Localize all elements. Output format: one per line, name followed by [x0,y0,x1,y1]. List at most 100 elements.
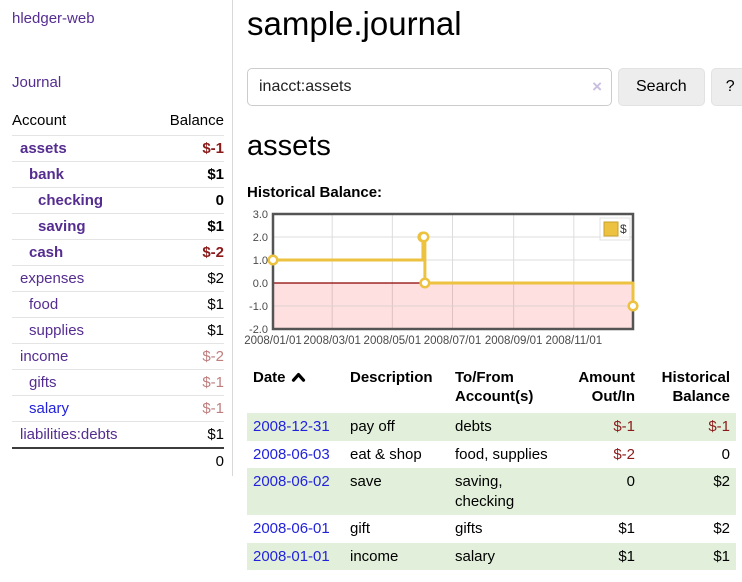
svg-text:0.0: 0.0 [253,278,268,290]
register-header-accounts: To/From Account(s) [455,368,534,406]
transaction-date-link[interactable]: 2008-06-03 [253,445,330,463]
svg-text:2008/03/01: 2008/03/01 [303,335,361,347]
account-link[interactable]: cash [29,244,64,261]
account-balance: $-1 [152,395,224,422]
account-row: saving $1 [12,213,224,240]
account-balance: $1 [152,317,224,344]
register-header-date[interactable]: Date [247,366,344,413]
search-form: × Search ? [247,67,742,106]
search-input-wrap: × [247,67,612,106]
search-input[interactable] [247,67,612,106]
transaction-amount: $1 [618,520,635,538]
account-balance: $-1 [152,135,224,162]
sidebar: hledger-web Journal Account Balance asse… [0,0,233,476]
transaction-accounts: debts [449,413,561,441]
transaction-amount: $-2 [613,445,635,463]
svg-text:2008/11/01: 2008/11/01 [545,335,602,347]
account-link[interactable]: gifts [29,374,57,391]
account-balance: $-2 [152,239,224,266]
account-row: gifts $-1 [12,369,224,396]
register-row: 2008-12-31 pay off debts $-1 $-1 [247,413,736,441]
transaction-amount: 0 [561,468,641,516]
transaction-description: pay off [344,413,449,441]
help-button[interactable]: ? [710,67,742,106]
accounts-header-balance: Balance [169,112,224,129]
register-header-balance: Historical Balance [661,368,730,406]
account-link[interactable]: saving [38,218,86,235]
transaction-balance: $-1 [641,413,736,441]
svg-text:1.0: 1.0 [253,255,268,267]
sort-ascending-icon [291,372,305,382]
transaction-balance: $2 [641,468,736,516]
account-balance: 0 [152,187,224,214]
register-row: 2008-06-01 gift gifts $1 $2 [247,515,736,543]
accounts-header-row: Account Balance [12,112,224,136]
account-link[interactable]: bank [29,166,65,183]
transaction-accounts: saving, checking [449,468,561,516]
svg-text:2.0: 2.0 [253,232,268,244]
account-heading: assets [247,129,331,162]
account-balance: $1 [152,291,224,318]
transaction-date-link[interactable]: 2008-12-31 [253,418,330,436]
transaction-date-link[interactable]: 2008-06-01 [253,520,330,538]
transaction-description: gift [350,520,371,538]
transaction-balance: $2 [713,520,730,538]
transaction-amount: $-1 [561,413,641,441]
account-row: food $1 [12,291,224,318]
account-row: income $-2 [12,343,224,370]
account-row: assets $-1 [12,135,224,162]
main-content: sample.journal × Search ? assets Histori… [233,0,742,571]
account-link[interactable]: assets [20,140,67,157]
accounts-body: assets $-1 bank $1 checking 0 saving $1 cash $-2 e… [12,135,224,448]
account-balance: $1 [152,421,224,448]
account-link[interactable]: salary [29,400,70,417]
accounts-table: Account Balance assets $-1 bank $1 checking 0… [12,112,224,476]
register-header-row: Date Description To/From Account(s) Amou… [247,366,736,413]
register-header-description: Description [350,368,433,386]
account-link[interactable]: expenses [20,270,85,287]
brand-link[interactable]: hledger-web [12,10,95,27]
transaction-date-link[interactable]: 2008-06-02 [253,473,330,491]
register-row: 2008-06-03 eat & shop food, supplies $-2 0 [247,441,736,469]
sidebar-item-journal[interactable]: Journal [12,74,62,91]
account-row: supplies $1 [12,317,224,344]
transaction-description: save [344,468,449,516]
account-row: salary $-1 [12,395,224,422]
account-link[interactable]: supplies [29,322,85,339]
register-body: 2008-12-31 pay off debts $-1 $-1 2008-06-03 ea… [247,413,736,571]
transaction-description: income [344,542,449,571]
clear-search-icon[interactable]: × [592,76,602,96]
transaction-accounts: salary [449,542,561,571]
account-link[interactable]: liabilities:debts [20,426,118,443]
register-row: 2008-01-01 income salary $1 $1 [247,542,736,571]
svg-text:2008/09/01: 2008/09/01 [485,335,543,347]
account-row: bank $1 [12,161,224,188]
account-balance: $-2 [152,343,224,370]
transaction-description: eat & shop [350,445,422,463]
account-row: expenses $2 [12,265,224,292]
transaction-balance: 0 [721,445,730,463]
account-link[interactable]: checking [38,192,104,209]
page-title: sample.journal [247,5,462,42]
account-balance: $1 [152,161,224,188]
svg-text:-2.0: -2.0 [249,324,268,336]
account-balance: $1 [152,213,224,240]
register-header-amount: Amount Out/In [578,368,635,406]
accounts-header-account: Account [12,112,67,129]
account-balance: $-1 [152,369,224,396]
account-link[interactable]: food [29,296,59,313]
svg-text:2008/07/01: 2008/07/01 [424,335,482,347]
svg-text:2008/05/01: 2008/05/01 [364,335,422,347]
search-button[interactable]: Search [618,67,705,106]
historical-balance-chart: $3.0 2.0 1.0 0.0 -1.0 -2.0 2008/01/01 2008/03/0… [244,209,742,350]
svg-text:$: $ [620,222,627,236]
transaction-date-link[interactable]: 2008-01-01 [253,547,330,565]
transaction-amount: $1 [561,542,641,571]
transaction-balance: $1 [641,542,736,571]
register-table: Date Description To/From Account(s) Amou… [247,366,736,571]
svg-text:2008/01/01: 2008/01/01 [244,335,302,347]
account-link[interactable]: income [20,348,69,365]
account-row: cash $-2 [12,239,224,266]
